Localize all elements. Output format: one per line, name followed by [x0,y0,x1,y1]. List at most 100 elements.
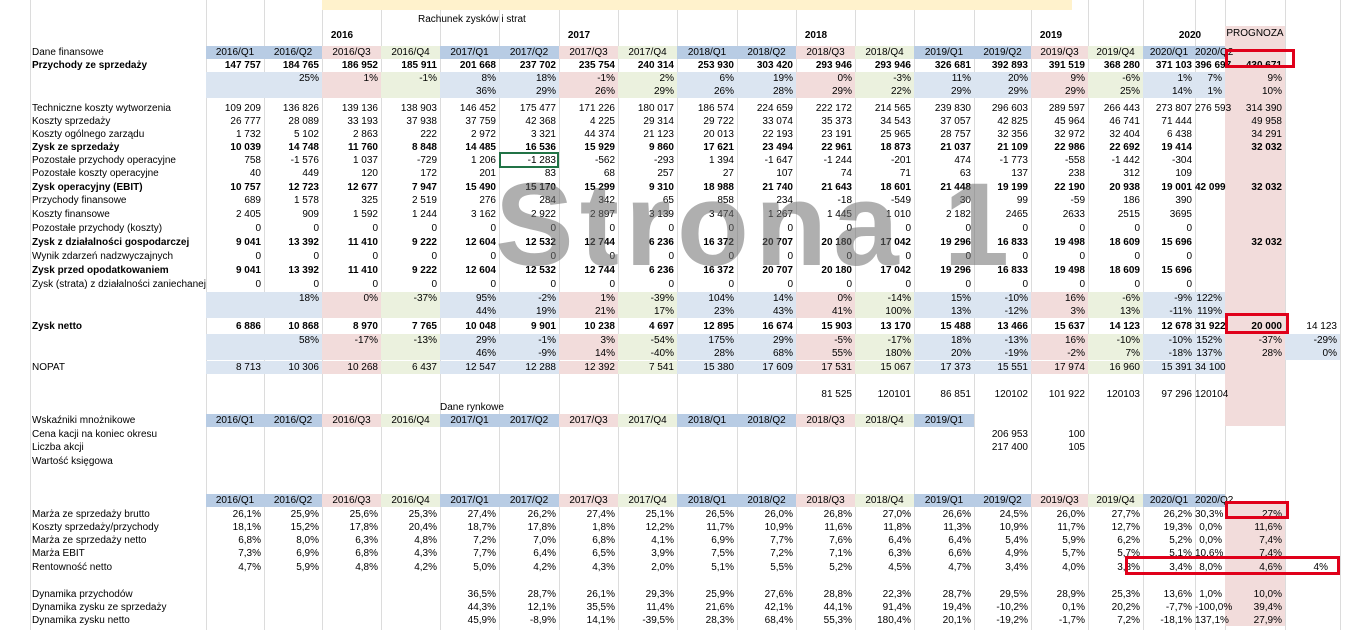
value-cell[interactable]: 2 897 [589,209,615,220]
value-cell[interactable]: 4,8% [355,562,378,573]
value-cell[interactable] [264,347,322,360]
value-cell[interactable]: 18 988 [703,182,734,193]
value-cell[interactable]: 11 410 [347,237,378,248]
value-cell[interactable]: 81 525 [821,389,852,400]
value-cell[interactable]: 0 [1134,223,1140,234]
value-cell[interactable]: 21 643 [821,182,852,193]
value-cell[interactable]: 29% [1031,85,1088,98]
value-cell[interactable]: 32 972 [1054,129,1085,140]
value-cell[interactable]: 2 519 [411,195,437,206]
value-cell[interactable]: -5% [796,334,855,347]
value-cell[interactable]: -1 647 [764,155,793,166]
value-cell[interactable]: 9% [1031,72,1088,85]
value-cell[interactable]: 42 825 [997,116,1028,127]
value-cell[interactable]: 689 [244,195,261,206]
value-cell[interactable]: 139 136 [341,103,378,114]
value-cell[interactable] [206,292,264,305]
value-cell[interactable] [206,72,264,85]
value-cell[interactable]: -10% [1143,334,1195,347]
value-cell[interactable] [1225,222,1285,235]
value-cell[interactable]: 10 868 [288,321,319,332]
value-cell[interactable]: 7,4% [1259,548,1282,559]
value-cell[interactable]: 14 748 [288,142,319,153]
value-cell[interactable]: 25,3% [1111,589,1140,600]
value-cell[interactable] [1195,250,1225,263]
value-cell[interactable]: 28,9% [1056,589,1085,600]
value-cell[interactable] [322,347,381,360]
value-cell[interactable]: 0 [787,251,793,262]
value-cell[interactable]: 6 236 [648,265,674,276]
value-cell[interactable]: 16 960 [1088,361,1143,374]
value-cell[interactable] [206,347,264,360]
value-cell[interactable]: 396 697 [1195,60,1232,71]
value-cell[interactable]: 19 296 [940,237,971,248]
value-cell[interactable]: 0 [490,279,496,290]
value-cell[interactable]: 109 [1175,168,1192,179]
value-cell[interactable]: 14% [1143,85,1195,98]
value-cell[interactable]: 0 [905,223,911,234]
value-cell[interactable]: 18 609 [1109,237,1140,248]
value-cell[interactable]: 13 170 [880,321,911,332]
value-cell[interactable]: 12 744 [584,237,615,248]
value-cell[interactable]: 18 601 [880,182,911,193]
value-cell[interactable]: 184 765 [282,60,319,71]
value-cell[interactable]: 11% [914,72,974,85]
value-cell[interactable] [264,85,322,98]
value-cell[interactable]: 342 [598,195,615,206]
value-cell[interactable]: 185 911 [401,60,437,71]
value-cell[interactable]: 7,0% [533,535,556,546]
value-cell[interactable]: 15 903 [821,321,852,332]
value-cell[interactable] [1031,455,1088,468]
value-cell[interactable]: 14 485 [465,142,496,153]
value-cell[interactable]: 19 296 [940,265,971,276]
value-cell[interactable] [322,85,381,98]
value-cell[interactable]: 68 [603,168,615,179]
value-cell[interactable]: 2% [618,72,677,85]
value-cell[interactable]: 40 [249,168,261,179]
value-cell[interactable]: 1 732 [235,129,261,140]
value-cell[interactable]: 27,7% [1111,509,1140,520]
value-cell[interactable]: 23 191 [821,129,852,140]
value-cell[interactable]: 7% [1195,72,1225,85]
value-cell[interactable] [499,388,559,401]
value-cell[interactable]: 20% [914,347,974,360]
value-cell[interactable]: 137% [1195,347,1225,360]
value-cell[interactable]: 7,2% [1117,615,1140,626]
value-cell[interactable]: -1 244 [823,155,852,166]
value-cell[interactable]: 214 565 [874,103,911,114]
value-cell[interactable]: 13,6% [1163,589,1192,600]
value-cell[interactable]: 0 [1022,251,1028,262]
value-cell[interactable]: 152% [1195,334,1225,347]
value-cell[interactable]: 7 947 [411,182,437,193]
value-cell[interactable]: 7% [1088,347,1143,360]
value-cell[interactable]: 16 536 [525,142,556,153]
value-cell[interactable]: 29,3% [645,589,674,600]
value-cell[interactable]: 28,7% [527,589,556,600]
value-cell[interactable]: 2633 [1062,209,1085,220]
value-cell[interactable]: -10% [974,292,1031,305]
value-cell[interactable]: 239 830 [934,103,971,114]
value-cell[interactable]: 15 488 [940,321,971,332]
value-cell[interactable]: 237 702 [519,60,556,71]
value-cell[interactable]: 0 [431,223,437,234]
value-cell[interactable]: 44 374 [584,129,615,140]
value-cell[interactable]: 105 [1068,442,1085,453]
value-cell[interactable]: 0 [313,223,319,234]
value-cell[interactable]: 8 970 [352,321,378,332]
value-cell[interactable]: 2 405 [235,209,261,220]
value-cell[interactable] [322,588,381,601]
value-cell[interactable]: 26 777 [230,116,261,127]
value-cell[interactable] [1225,154,1285,167]
value-cell[interactable] [1195,141,1225,154]
value-cell[interactable]: 29% [914,85,974,98]
value-cell[interactable]: 0 [1079,279,1085,290]
value-cell[interactable]: 5,1% [711,562,734,573]
value-cell[interactable]: 21% [559,305,618,318]
value-cell[interactable]: 3 474 [708,209,734,220]
value-cell[interactable]: 26,2% [527,509,556,520]
value-cell[interactable]: 12,2% [645,522,674,533]
value-cell[interactable]: 4,1% [651,535,674,546]
value-cell[interactable]: 18,1% [232,522,261,533]
value-cell[interactable]: 27,4% [467,509,496,520]
value-cell[interactable]: 5,2% [1169,535,1192,546]
